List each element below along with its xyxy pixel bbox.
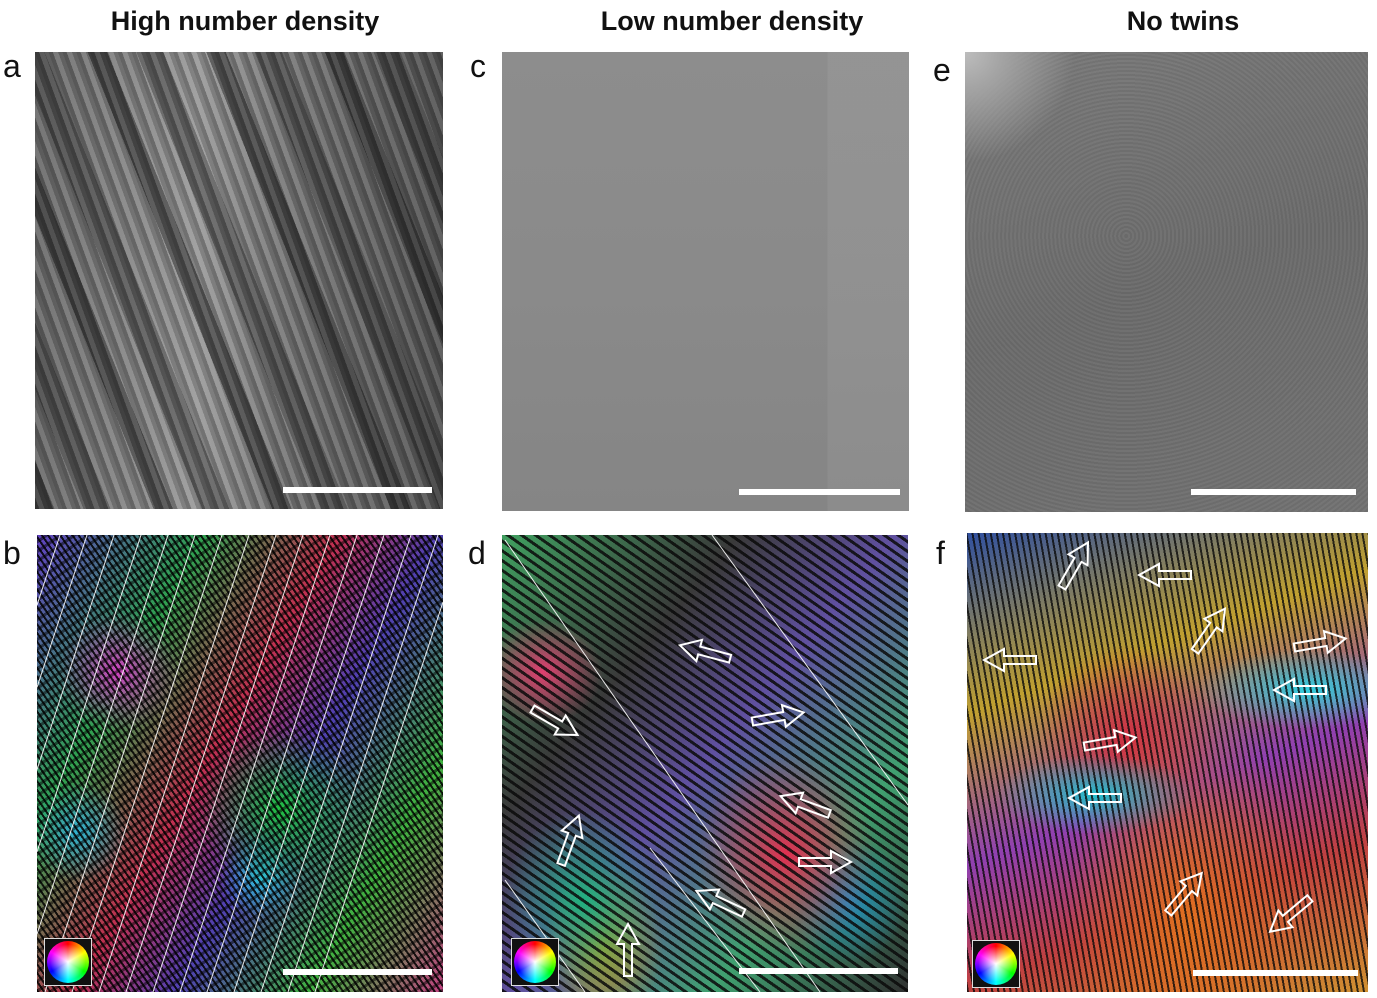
magnetization-arrow-icon [981,647,1037,673]
magnetization-arrow-icon [798,849,854,875]
twin-boundary-line [179,534,331,993]
twin-boundary-line [36,534,142,853]
twin-boundary-line [36,534,169,935]
scale-bar-e [1191,489,1356,495]
twin-boundary-line [152,534,304,993]
twin-boundary-line [36,534,61,606]
magnetization-arrow-icon [1292,629,1348,655]
magnetization-arrow-icon [694,888,747,918]
magnetization-arrow-icon [1066,785,1122,811]
magnetization-arrow-icon [677,638,733,664]
twin-boundary-line [504,879,586,993]
color-wheel-icon [511,938,559,986]
panel-b-image [37,535,443,992]
panel-f-image [967,533,1368,992]
magnetization-arrow-icon [1136,562,1192,588]
scale-bar-b [283,969,432,975]
title-high-density: High number density [110,6,380,36]
twin-boundary-line [711,534,909,806]
magnetization-arrow-icon [1082,728,1138,754]
twin-boundary-line [125,534,277,993]
magnetization-arrow-icon [556,813,584,868]
twin-boundary-line [314,601,444,993]
scale-bar-f [1193,970,1358,976]
scale-bar-a [283,487,432,493]
magnetization-arrow-icon [1271,677,1327,703]
panel-d-image [502,535,908,992]
panel-e-image [965,52,1368,512]
title-low-density: Low number density [600,6,864,36]
color-wheel-icon [44,938,92,986]
panel-label-b: b [3,535,21,571]
scale-bar-d [739,968,898,974]
twin-boundary-line [44,534,196,993]
twin-boundary-line [287,534,439,993]
magnetization-arrow-icon [615,921,641,977]
color-wheel-icon [972,940,1020,988]
title-no-twins: No twins [1126,6,1240,36]
panel-label-e: e [933,52,951,88]
twin-boundary-line [233,534,385,993]
twin-boundary-line [71,534,223,993]
twin-boundary-line [36,534,115,770]
magnetization-arrow-icon [778,791,833,819]
panel-label-f: f [936,535,945,571]
magnetization-arrow-icon [1190,607,1227,655]
magnetization-arrow-icon [529,704,580,737]
panel-label-d: d [468,535,486,571]
twin-boundary-line [504,539,821,993]
magnetization-arrow-icon [750,703,806,729]
twin-boundary-line [260,534,412,993]
magnetization-arrow-icon [1057,540,1090,591]
magnetization-arrow-icon [1163,871,1204,917]
twin-boundary-line [98,534,250,993]
twin-boundary-line [36,534,88,688]
panel-c-image [502,52,909,511]
twin-boundary-line [206,534,358,993]
panel-a-image [35,52,443,509]
panel-label-a: a [3,48,21,84]
panel-label-c: c [470,48,486,84]
scale-bar-c [739,489,900,495]
magnetization-arrow-icon [1268,893,1314,934]
